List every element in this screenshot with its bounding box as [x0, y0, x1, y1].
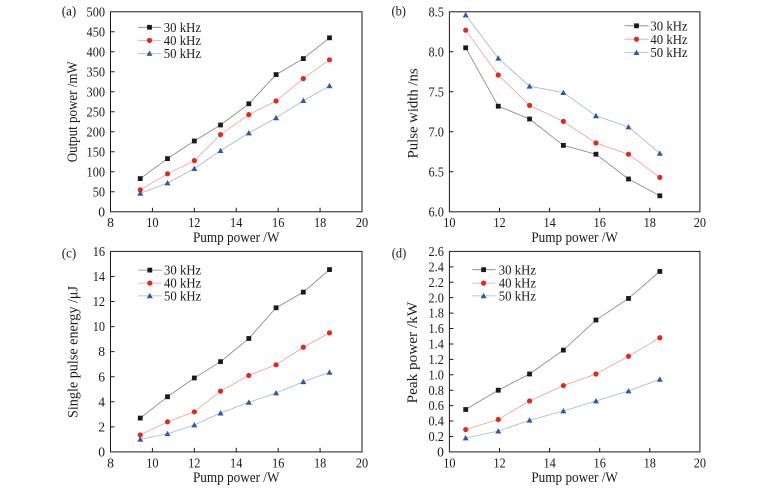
- svg-text:400: 400: [87, 44, 106, 59]
- svg-text:50: 50: [93, 184, 105, 199]
- svg-text:30 kHz: 30 kHz: [164, 20, 201, 35]
- svg-text:30 kHz: 30 kHz: [499, 262, 536, 277]
- svg-text:100: 100: [87, 164, 106, 179]
- svg-text:7.5: 7.5: [429, 84, 445, 99]
- svg-text:1.8: 1.8: [429, 306, 445, 321]
- svg-text:(a): (a): [62, 3, 77, 19]
- svg-text:450: 450: [87, 24, 106, 39]
- svg-text:30 kHz: 30 kHz: [650, 18, 687, 33]
- svg-text:(b): (b): [391, 3, 406, 19]
- svg-text:18: 18: [314, 215, 326, 230]
- svg-text:10: 10: [443, 215, 455, 230]
- svg-text:50 kHz: 50 kHz: [650, 45, 687, 60]
- svg-text:40 kHz: 40 kHz: [164, 276, 201, 291]
- svg-text:16: 16: [93, 244, 105, 259]
- svg-text:10: 10: [146, 215, 158, 230]
- svg-text:12: 12: [188, 215, 200, 230]
- svg-text:8: 8: [107, 455, 114, 470]
- svg-text:30 kHz: 30 kHz: [164, 263, 201, 278]
- svg-text:150: 150: [87, 144, 106, 159]
- svg-text:8: 8: [107, 215, 114, 230]
- svg-text:0.4: 0.4: [429, 414, 445, 429]
- svg-text:(d): (d): [392, 246, 407, 262]
- svg-text:Pump power /W: Pump power /W: [193, 470, 280, 486]
- svg-text:4: 4: [98, 394, 105, 409]
- svg-text:16: 16: [594, 215, 606, 230]
- svg-text:Pump power /W: Pump power /W: [531, 230, 618, 246]
- svg-text:12: 12: [188, 455, 200, 470]
- svg-text:0.8: 0.8: [429, 383, 445, 398]
- svg-text:18: 18: [644, 215, 656, 230]
- svg-text:0.2: 0.2: [429, 429, 445, 444]
- svg-text:8.0: 8.0: [429, 44, 445, 59]
- svg-text:10: 10: [93, 319, 105, 334]
- svg-text:40 kHz: 40 kHz: [650, 32, 687, 47]
- svg-text:0.6: 0.6: [429, 398, 445, 413]
- svg-text:16: 16: [594, 455, 606, 470]
- svg-text:20: 20: [356, 455, 368, 470]
- svg-text:14: 14: [543, 455, 555, 470]
- svg-text:2.6: 2.6: [429, 244, 445, 259]
- svg-text:16: 16: [272, 215, 284, 230]
- svg-text:7.0: 7.0: [429, 124, 445, 139]
- svg-text:500: 500: [87, 4, 106, 19]
- svg-text:250: 250: [87, 104, 106, 119]
- svg-text:300: 300: [87, 84, 106, 99]
- svg-text:12: 12: [493, 455, 505, 470]
- svg-text:Pump power /W: Pump power /W: [193, 230, 280, 246]
- svg-text:20: 20: [694, 455, 706, 470]
- svg-text:1.4: 1.4: [429, 337, 445, 352]
- svg-text:Output power /mW: Output power /mW: [65, 61, 81, 162]
- svg-text:6: 6: [98, 369, 105, 384]
- svg-text:Pulse width /ns: Pulse width /ns: [405, 68, 421, 158]
- svg-text:0: 0: [437, 445, 444, 460]
- svg-text:(c): (c): [62, 246, 77, 262]
- svg-text:Peak power /kW: Peak power /kW: [405, 302, 421, 404]
- svg-text:18: 18: [314, 455, 326, 470]
- svg-text:12: 12: [493, 215, 505, 230]
- svg-text:1.2: 1.2: [429, 352, 445, 367]
- svg-text:2.2: 2.2: [429, 275, 445, 290]
- svg-text:20: 20: [694, 215, 706, 230]
- svg-text:10: 10: [146, 455, 158, 470]
- svg-text:14: 14: [230, 215, 242, 230]
- svg-text:Pump power /W: Pump power /W: [531, 470, 618, 486]
- svg-text:2.4: 2.4: [429, 259, 445, 274]
- svg-text:0: 0: [98, 445, 105, 460]
- svg-text:8.5: 8.5: [429, 4, 445, 19]
- svg-text:2.0: 2.0: [429, 290, 445, 305]
- svg-text:14: 14: [230, 455, 242, 470]
- svg-text:2: 2: [98, 419, 105, 434]
- svg-text:40 kHz: 40 kHz: [164, 33, 201, 48]
- svg-text:1.6: 1.6: [429, 321, 445, 336]
- svg-text:14: 14: [93, 269, 105, 284]
- svg-text:50 kHz: 50 kHz: [164, 289, 201, 304]
- svg-text:0: 0: [98, 204, 105, 219]
- svg-text:40 kHz: 40 kHz: [499, 276, 536, 291]
- svg-text:Single pulse energy /μJ: Single pulse energy /μJ: [65, 286, 81, 418]
- svg-text:50 kHz: 50 kHz: [164, 46, 201, 61]
- svg-text:6.0: 6.0: [429, 204, 445, 219]
- svg-text:18: 18: [644, 455, 656, 470]
- svg-text:12: 12: [93, 294, 105, 309]
- svg-text:6.5: 6.5: [429, 164, 445, 179]
- svg-text:14: 14: [543, 215, 555, 230]
- svg-text:200: 200: [87, 124, 106, 139]
- svg-text:10: 10: [443, 455, 455, 470]
- svg-text:1.0: 1.0: [429, 367, 445, 382]
- svg-text:50 kHz: 50 kHz: [499, 289, 536, 304]
- svg-text:16: 16: [272, 455, 284, 470]
- svg-text:350: 350: [87, 64, 106, 79]
- svg-text:8: 8: [98, 344, 105, 359]
- svg-text:20: 20: [356, 215, 368, 230]
